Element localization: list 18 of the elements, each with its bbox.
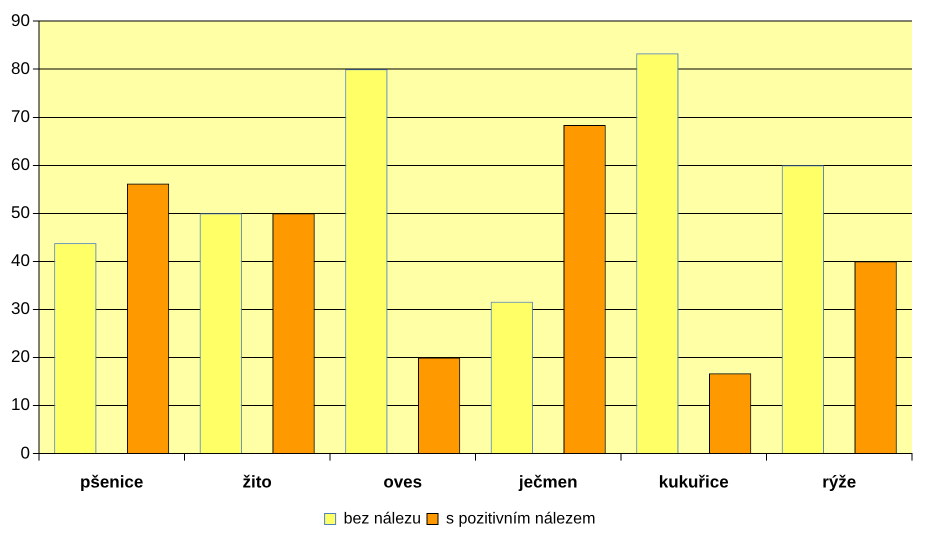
- y-tick-label: 30: [10, 299, 30, 318]
- x-tick-label: rýže: [822, 472, 856, 492]
- y-tick-label: 90: [10, 10, 30, 30]
- y-tick-label: 10: [10, 395, 30, 414]
- y-tick-label: 50: [10, 203, 30, 222]
- x-tick-label: pšenice: [80, 472, 144, 492]
- legend-label: s pozitivním nálezem: [446, 510, 596, 528]
- y-tick-label: 80: [10, 58, 30, 78]
- x-tick-label: ječmen: [518, 472, 578, 492]
- y-tick-label: 70: [10, 106, 30, 126]
- y-tick-label: 0: [20, 443, 30, 462]
- x-tick-label: kukuřice: [658, 472, 729, 492]
- y-tick-label: 20: [10, 347, 30, 366]
- y-tick-label: 60: [10, 155, 30, 174]
- x-tick-label: oves: [383, 472, 422, 492]
- legend-label: bez nálezu: [344, 510, 421, 528]
- x-tick-label: žito: [242, 472, 272, 492]
- y-tick-label: 40: [10, 251, 30, 270]
